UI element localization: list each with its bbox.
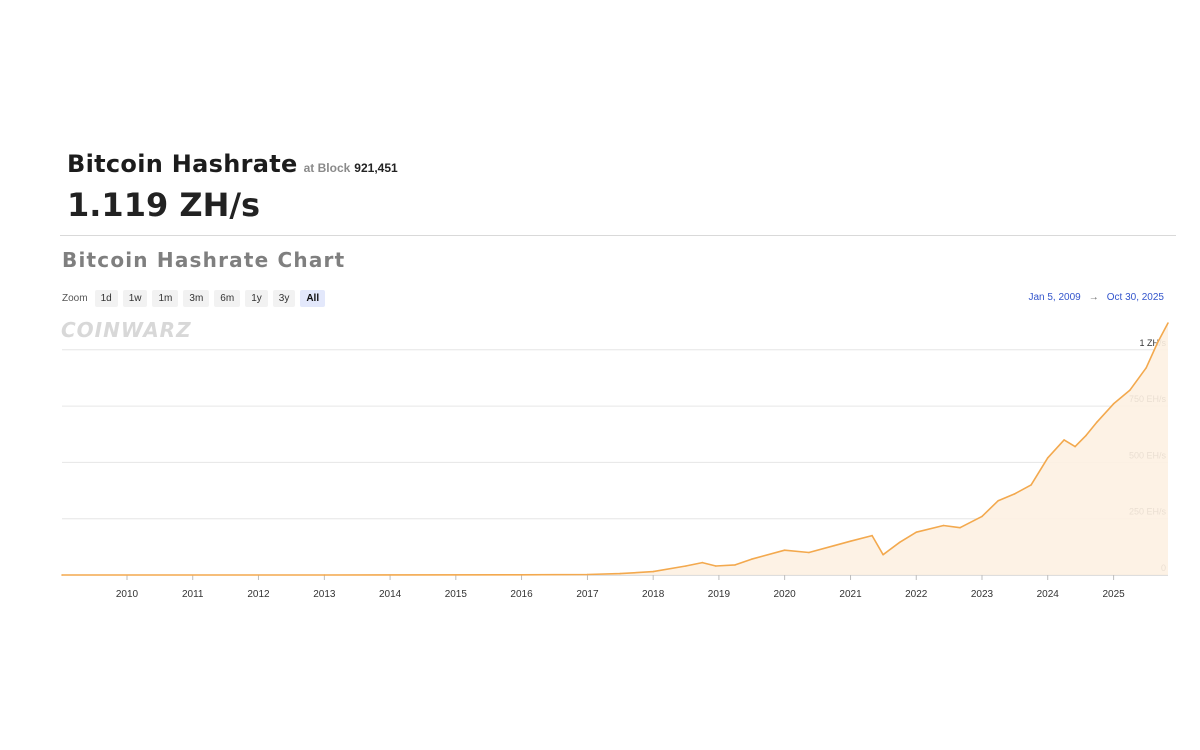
data-point-21 — [981, 515, 983, 518]
data-point-33 — [1156, 342, 1159, 344]
zoom-button-1d[interactable]: 1d — [94, 290, 118, 307]
current-hashrate-value: 1.119 ZH/s — [67, 186, 261, 224]
data-point-6 — [685, 565, 687, 567]
x-tick-label: 2024 — [1037, 589, 1060, 600]
data-point-31 — [1129, 389, 1131, 392]
data-point-20 — [959, 526, 961, 529]
zoom-button-all[interactable]: All — [300, 290, 326, 307]
page-header: Bitcoin Hashrate at Block 921,451 1.119 … — [67, 150, 398, 224]
zoom-label: Zoom — [62, 293, 88, 304]
data-point-12 — [808, 551, 810, 554]
block-number: 921,451 — [354, 161, 398, 175]
data-point-5 — [652, 570, 654, 573]
x-tick-label: 2018 — [642, 589, 665, 600]
x-tick-label: 2020 — [774, 589, 797, 600]
data-point-25 — [1046, 457, 1049, 459]
data-point-10 — [750, 558, 753, 560]
data-point-30 — [1112, 403, 1115, 405]
x-tick-label: 2021 — [839, 589, 862, 600]
data-point-16 — [882, 553, 884, 556]
data-point-28 — [1085, 434, 1087, 437]
data-point-3 — [586, 573, 589, 576]
zoom-button-3y[interactable]: 3y — [272, 290, 296, 307]
zoom-button-6m[interactable]: 6m — [214, 290, 241, 307]
data-point-13 — [833, 544, 835, 547]
data-point-22 — [997, 499, 999, 502]
data-point-14 — [849, 540, 852, 542]
x-tick-label: 2012 — [247, 589, 270, 600]
zoom-button-1m[interactable]: 1m — [152, 290, 179, 307]
data-point-9 — [734, 564, 736, 566]
data-point-4 — [619, 572, 621, 575]
x-tick-label: 2014 — [379, 589, 402, 600]
data-point-7 — [701, 561, 704, 564]
date-range: Jan 5, 2009 → Oct 30, 2025 — [1028, 292, 1164, 303]
x-tick-label: 2016 — [510, 589, 533, 600]
data-point-29 — [1096, 421, 1098, 423]
data-point-1 — [323, 574, 326, 576]
data-point-18 — [915, 531, 918, 533]
zoom-button-3m[interactable]: 3m — [183, 290, 210, 307]
range-end-date[interactable]: Oct 30, 2025 — [1106, 292, 1164, 303]
data-point-26 — [1063, 439, 1065, 441]
zoom-controls: Zoom 1d 1w 1m 3m 6m 1y 3y All — [62, 290, 330, 307]
data-point-19 — [942, 524, 945, 527]
x-tick-label: 2019 — [708, 589, 731, 600]
title-row: Bitcoin Hashrate at Block 921,451 — [67, 150, 398, 178]
data-point-24 — [1030, 484, 1032, 486]
arrow-right-icon: → — [1088, 292, 1099, 303]
block-prefix: at Block — [303, 161, 351, 175]
x-tick-label: 2025 — [1102, 589, 1125, 600]
x-tick-label: 2013 — [313, 589, 336, 600]
data-point-34 — [1167, 322, 1169, 324]
range-start-date[interactable]: Jan 5, 2009 — [1028, 292, 1081, 303]
x-tick-label: 2010 — [116, 589, 139, 600]
data-point-0 — [61, 574, 63, 576]
x-tick-label: 2011 — [182, 589, 204, 600]
section-divider — [60, 235, 1176, 236]
data-point-32 — [1145, 367, 1147, 369]
data-point-15 — [871, 534, 873, 537]
hashrate-area — [62, 323, 1168, 575]
x-tick-label: 2017 — [576, 589, 599, 600]
x-tick-label: 2015 — [445, 589, 468, 600]
data-point-23 — [1013, 493, 1016, 495]
x-tick-label: 2023 — [971, 589, 994, 600]
x-tick-label: 2022 — [905, 589, 928, 600]
page-title: Bitcoin Hashrate — [67, 150, 298, 178]
data-point-11 — [783, 549, 786, 551]
zoom-button-1w[interactable]: 1w — [122, 290, 148, 307]
zoom-button-1y[interactable]: 1y — [245, 290, 268, 307]
coinwarz-watermark: COINWARZ — [61, 318, 192, 342]
data-point-17 — [898, 541, 901, 544]
data-point-2 — [520, 574, 523, 576]
data-point-27 — [1074, 445, 1076, 448]
y-tick-label: 1 ZH/s — [1139, 338, 1166, 348]
data-point-8 — [715, 565, 717, 567]
chart-title: Bitcoin Hashrate Chart — [62, 248, 346, 272]
